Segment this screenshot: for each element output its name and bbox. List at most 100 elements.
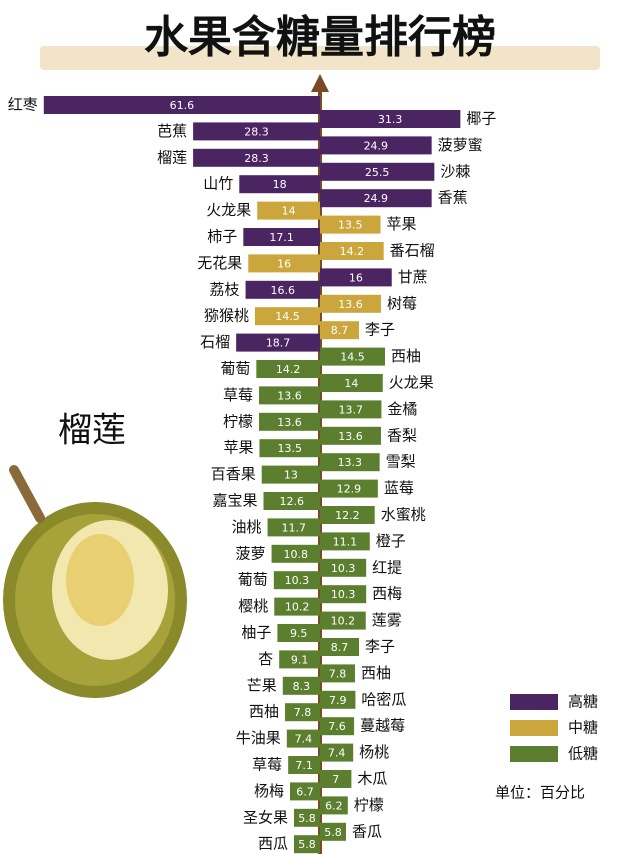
bar — [243, 228, 320, 246]
value-label: 10.2 — [331, 615, 356, 628]
value-label: 61.6 — [170, 99, 195, 112]
bar — [320, 717, 355, 736]
value-label: 13.6 — [338, 430, 363, 443]
bar — [193, 148, 320, 167]
value-label: 13.6 — [338, 298, 363, 311]
value-label: 9.1 — [291, 653, 309, 666]
durian-illustration — [3, 465, 187, 698]
bar — [320, 822, 347, 841]
value-label: 5.8 — [298, 812, 316, 825]
bar — [320, 294, 381, 313]
value-label: 10.3 — [285, 574, 310, 587]
category-label: 西瓜 — [258, 835, 288, 853]
bar — [282, 676, 320, 695]
category-label: 苹果 — [387, 215, 417, 233]
category-label: 牛油果 — [236, 729, 281, 747]
bar — [288, 756, 320, 774]
value-label: 24.9 — [364, 192, 389, 205]
value-label: 28.3 — [244, 152, 269, 165]
category-label: 哈密瓜 — [361, 690, 406, 708]
category-label: 百香果 — [211, 465, 256, 483]
bar — [320, 690, 356, 709]
bar — [274, 597, 320, 616]
value-label: 6.7 — [296, 785, 314, 798]
value-label: 28.3 — [244, 125, 269, 138]
bar — [286, 729, 320, 748]
chart-title: 水果含糖量排行榜 — [144, 12, 496, 63]
value-label: 14 — [344, 377, 358, 390]
unit-label: 单位：百分比 — [495, 784, 585, 802]
category-label: 橙子 — [376, 532, 406, 550]
category-label: 芭蕉 — [157, 122, 187, 140]
category-label: 西柚 — [249, 703, 279, 721]
value-label: 8.7 — [331, 641, 349, 654]
category-label: 杏 — [258, 650, 273, 668]
bar — [259, 386, 320, 405]
value-label: 12.6 — [280, 495, 305, 508]
value-label: 7.1 — [295, 759, 313, 772]
bar — [293, 835, 320, 854]
category-label: 椰子 — [466, 110, 496, 128]
category-label: 榴莲 — [157, 148, 187, 166]
bar — [273, 571, 320, 590]
value-label: 13 — [284, 469, 298, 482]
bar — [320, 162, 435, 181]
category-label: 莲雾 — [372, 611, 402, 629]
value-label: 14.2 — [340, 245, 365, 258]
category-label: 红枣 — [8, 96, 38, 114]
value-label: 5.8 — [298, 838, 316, 851]
bar — [320, 189, 432, 208]
category-label: 木瓜 — [357, 770, 387, 788]
category-label: 金橘 — [387, 400, 417, 418]
axis-arrow — [311, 74, 329, 92]
category-label: 樱桃 — [238, 597, 268, 615]
value-label: 5.8 — [324, 826, 342, 839]
value-label: 31.3 — [378, 113, 403, 126]
category-label: 杨梅 — [254, 782, 284, 800]
bar — [320, 585, 367, 604]
bar — [320, 215, 381, 234]
category-label: 香蕉 — [438, 189, 468, 207]
bar — [320, 347, 386, 366]
category-label: 番石榴 — [390, 242, 435, 260]
category-label: 柠檬 — [223, 412, 253, 430]
bar — [257, 201, 320, 220]
bar — [320, 611, 366, 630]
category-label: 芒果 — [247, 676, 277, 694]
category-label: 山竹 — [203, 175, 233, 193]
bar — [320, 374, 383, 392]
category-label: 草莓 — [223, 386, 253, 404]
category-label: 圣女果 — [243, 808, 288, 826]
category-label: 蔓越莓 — [360, 717, 405, 735]
bar — [320, 426, 381, 445]
bar — [320, 796, 348, 815]
value-label: 12.9 — [337, 483, 362, 496]
value-label: 6.2 — [325, 799, 343, 812]
bar — [256, 360, 320, 378]
value-label: 8.3 — [293, 680, 311, 693]
value-label: 13.6 — [277, 416, 302, 429]
bar — [320, 321, 360, 340]
category-label: 红提 — [372, 558, 402, 576]
bar — [271, 544, 320, 563]
bar — [248, 254, 320, 273]
category-label: 菠萝 — [236, 544, 266, 562]
bar — [254, 307, 320, 326]
category-label: 葡萄 — [220, 360, 250, 378]
value-label: 10.3 — [331, 562, 356, 575]
category-label: 杨桃 — [359, 743, 389, 761]
value-label: 18 — [273, 178, 287, 191]
category-label: 西柚 — [361, 664, 391, 682]
value-label: 13.6 — [277, 389, 302, 402]
value-label: 14.5 — [340, 351, 365, 364]
bar — [320, 400, 382, 419]
legend-swatch — [510, 694, 558, 710]
value-label: 9.5 — [290, 627, 308, 640]
category-label: 西柚 — [391, 347, 421, 365]
legend-label: 中糖 — [568, 719, 598, 737]
value-label: 7.4 — [328, 747, 346, 760]
bar — [293, 808, 320, 827]
value-label: 7.9 — [329, 694, 347, 707]
bar — [320, 268, 392, 287]
